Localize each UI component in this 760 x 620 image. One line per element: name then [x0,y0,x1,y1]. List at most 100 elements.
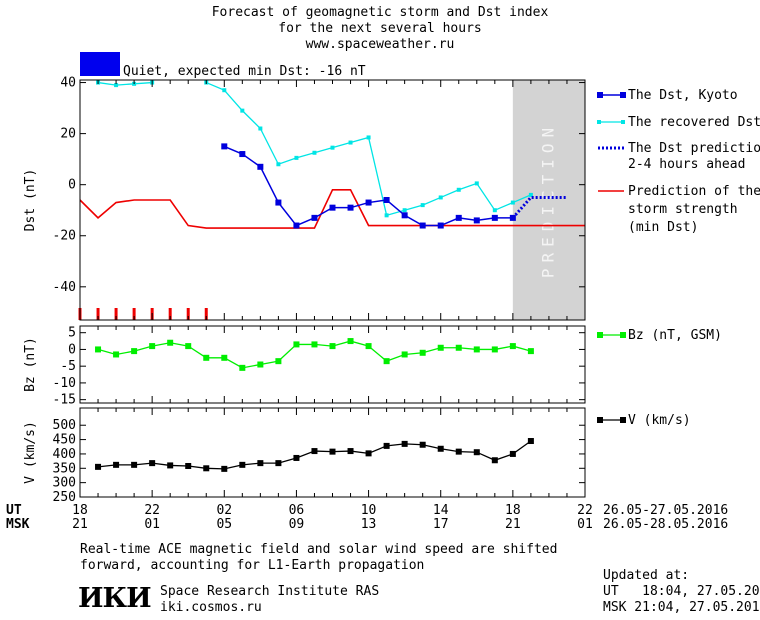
updated-ut: UT 18:04, 27.05.2016 [603,584,760,599]
msk-date-range: 26.05-28.05.2016 [603,517,729,532]
y-tick-label: -10 [53,376,76,391]
legend-recovered-marker [621,120,625,124]
msk-axis-label: MSK [6,517,30,532]
bz-point [347,338,354,345]
recovered-dst-point [456,187,461,192]
bz-point [473,346,480,353]
dst-kyoto-point [329,204,336,211]
v-point [95,463,102,470]
legend-dst-prediction-label: The Dst prediction [628,141,760,156]
v-point [329,448,336,455]
bz-point [509,343,516,350]
dst-kyoto-point [257,163,264,170]
recovered-dst-point [438,195,443,200]
v-point [455,448,462,455]
dst-kyoto-point [473,217,480,224]
v-point [365,450,372,457]
legend-dst-kyoto-label: The Dst, Kyoto [628,88,738,103]
plot-frame-1 [79,325,586,404]
ut-date-range: 26.05-27.05.2016 [603,503,729,518]
series-v-line [97,440,532,470]
recovered-dst-point [240,108,245,113]
ut-tick-label: 10 [361,503,377,518]
recovered-dst-point [312,150,317,155]
dst-kyoto-point [383,197,390,203]
footer-note-line2: forward, accounting for L1-Earth propaga… [80,558,425,573]
recovered-dst-point [402,208,407,213]
legend-v-marker [620,417,626,423]
y-tick-label: 40 [60,76,76,91]
v-point [509,450,516,457]
legend-storm-label-3: (min Dst) [628,220,699,235]
y-tick-label: 0 [68,178,76,193]
legend-dst-kyoto-marker [620,92,626,98]
status-text: Quiet, expected min Dst: -16 nT [123,64,366,79]
legend-bz-label: Bz (nT, GSM) [628,328,722,343]
v-point [527,438,534,445]
bz-point [437,344,444,351]
y-tick-label: 450 [53,433,76,448]
y-axis-label-2: V (km/s) [23,421,38,484]
v-point [275,460,282,467]
recovered-dst-point [114,83,119,88]
ut-tick-label: 22 [144,503,160,518]
dst-kyoto-point [401,212,408,219]
y-tick-label: -20 [53,229,76,244]
bz-point [311,341,318,348]
msk-tick-label: 21 [72,517,88,532]
v-point [473,449,480,456]
institute-url[interactable]: iki.cosmos.ru [160,600,262,615]
ut-tick-label: 14 [433,503,449,518]
website-link[interactable]: www.spaceweather.ru [305,37,455,52]
bz-point [149,343,156,350]
legend-dst-kyoto-marker [597,92,603,98]
updated-label: Updated at: [603,568,690,583]
dst-kyoto-point [275,199,282,206]
institute-name: Space Research Institute RAS [160,584,380,599]
dst-kyoto-point [491,214,498,221]
dst-kyoto-point [239,151,246,158]
legend-v-marker [597,417,603,423]
v-point [401,440,408,447]
ut-tick-label: 18 [72,503,88,518]
legend-recovered-dst-label: The recovered Dst [628,115,760,130]
ut-tick-label: 06 [289,503,305,518]
recovered-dst-point [492,208,497,213]
recovered-dst-point [366,135,371,140]
legend-bz-marker [620,332,626,338]
v-point [491,457,498,464]
ut-tick-label: 22 [577,503,593,518]
recovered-dst-point [474,181,479,186]
y-tick-label: -15 [53,393,76,408]
recovered-dst-point [276,162,281,167]
v-point [149,460,156,467]
dst-kyoto-point [365,199,372,206]
bz-point [221,354,228,361]
ut-tick-label: 18 [505,503,521,518]
chart-title-line2: for the next several hours [278,21,482,36]
v-point [221,465,228,472]
y-tick-label: 20 [60,127,76,142]
ut-tick-label: 02 [216,503,232,518]
v-point [437,445,444,452]
y-tick-label: 350 [53,461,76,476]
recovered-dst-point [258,126,263,131]
v-point [167,462,174,469]
bz-point [131,348,138,355]
bz-point [419,349,426,356]
legend-storm-label-2: storm strength [628,202,738,217]
bz-point [203,354,210,361]
legend-storm-label: Prediction of the [628,184,760,199]
msk-tick-label: 09 [289,517,305,532]
v-point [185,462,192,469]
series-recovered-dst-line-0 [97,81,153,86]
series-dst-prediction-line [511,195,567,219]
recovered-dst-point [528,192,533,197]
bz-point [365,343,372,350]
recovered-dst-point [384,213,389,218]
recovered-dst-point [330,145,335,150]
y-tick-label: 0 [68,342,76,357]
bz-point [329,343,336,350]
y-tick-label: 400 [53,447,76,462]
